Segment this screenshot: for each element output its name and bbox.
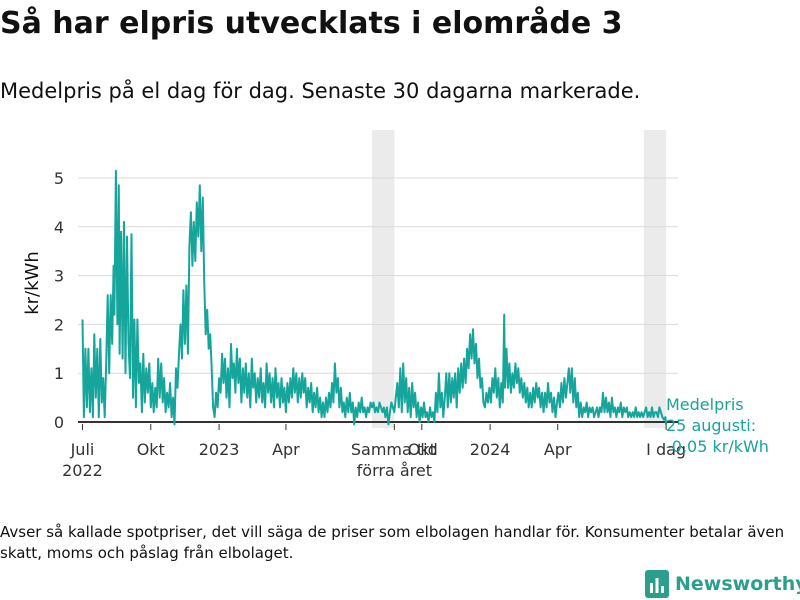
price-line-chart: 0 1 2 3 4 5 kr/kWh Juli 2022 Okt 2023 Apr Samma ti… [22, 130, 769, 480]
x-tick-label: I dag [646, 440, 686, 459]
x-tick-label: Okt [408, 440, 436, 459]
footnote: Avser så kallade spotpriser, det vill sä… [0, 523, 785, 562]
x-tick-label: Apr [544, 440, 572, 459]
highlight-band-1 [643, 130, 667, 428]
brand-name: Newsworthy [675, 573, 800, 595]
y-tick-label: 2 [54, 315, 64, 334]
x-tick-label: Apr [272, 440, 300, 459]
x-tick-label: Okt [137, 440, 165, 459]
y-tick-label: 4 [54, 218, 64, 237]
brand-logo[interactable]: Newsworthy [645, 569, 800, 599]
latest-price-annotation: Medelpris 25 augusti: -0,05 kr/kWh [666, 395, 769, 456]
y-tick-label: 3 [54, 267, 64, 286]
price-series-line [81, 169, 668, 426]
y-tick-label: 1 [54, 364, 64, 383]
y-tick-label: 0 [54, 413, 64, 432]
x-tick-label: Juli 2022 [62, 440, 103, 480]
x-tick-label: 2024 [470, 440, 511, 459]
page-title: Så har elpris utvecklats i elområde 3 [0, 6, 623, 41]
x-tick-label: Samma tid förra året [351, 440, 438, 480]
page-subtitle: Medelpris på el dag för dag. Senaste 30 … [0, 79, 641, 103]
bar-chart-logo-icon [645, 570, 669, 598]
x-tick-label: 2023 [199, 440, 240, 459]
y-tick-label: 5 [54, 169, 64, 188]
y-axis-label: kr/kWh [22, 251, 43, 315]
highlight-band-0 [372, 130, 395, 428]
